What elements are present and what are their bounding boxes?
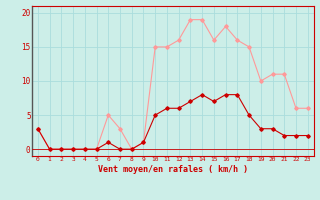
X-axis label: Vent moyen/en rafales ( km/h ): Vent moyen/en rafales ( km/h ) [98, 165, 248, 174]
